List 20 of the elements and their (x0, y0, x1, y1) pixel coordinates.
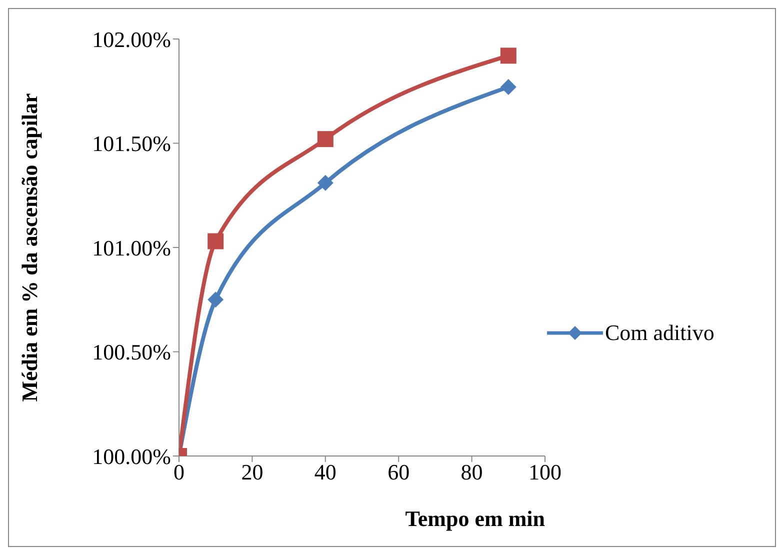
point (208, 292, 224, 308)
x-tick-label: 100 (528, 460, 562, 485)
y-tick-label: 100.00% (92, 444, 171, 469)
legend-label: Com aditivo (605, 320, 714, 346)
point (317, 174, 334, 191)
y-tick-label: 101.50% (92, 131, 171, 156)
y-tick-label: 102.00% (92, 26, 171, 52)
x-tick-label: 60 (388, 460, 410, 485)
x-tick-label: 40 (314, 460, 336, 485)
point (500, 48, 516, 64)
point (317, 131, 334, 148)
x-tick-label: 80 (460, 460, 483, 485)
point (500, 78, 516, 95)
x-tick-label: 20 (241, 460, 264, 485)
y-tick-label: 101.00% (92, 235, 171, 260)
y-tick-label: 100.50% (92, 340, 171, 365)
x-axis-title: Tempo em min (405, 506, 545, 531)
point (208, 233, 224, 250)
x-tick-label: 0 (174, 460, 184, 485)
y-axis-title: Média em % da ascensão capilar (16, 92, 42, 402)
